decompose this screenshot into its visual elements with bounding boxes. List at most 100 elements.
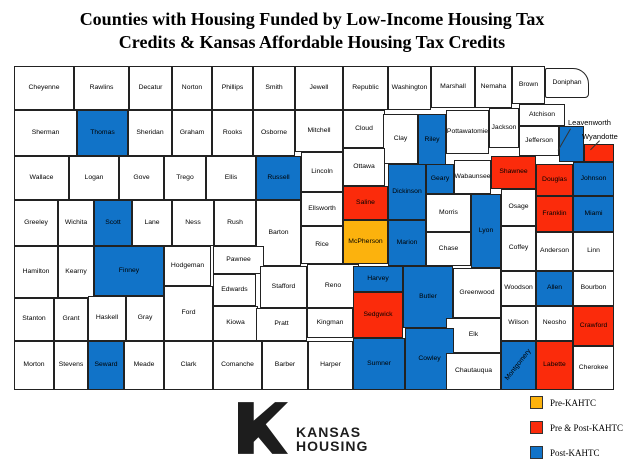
county-gove: Gove [119,156,164,200]
county-coffey: Coffey [501,226,536,271]
county-label: Crawford [579,321,608,329]
county-stafford: Stafford [260,266,307,308]
county-label: Pratt [274,320,289,328]
county-montgomery: Montgomery [501,341,536,390]
county-label: Barber [274,361,296,369]
county-lincoln: Lincoln [301,152,343,192]
county-label: Nemaha [480,82,507,90]
county-shawnee: Shawnee [491,156,536,189]
county-label: Scott [105,218,121,226]
county-label: Brown [518,80,539,88]
county-label: Chase [438,244,459,252]
county-washington: Washington [388,66,431,110]
county-label: Lyon [478,226,494,234]
county-cherokee: Cherokee [573,346,614,390]
county-label: Lane [144,218,160,226]
county-woodson: Woodson [501,271,536,306]
county-saline: Saline [343,186,388,220]
county-label: Elk [468,331,479,339]
kansas-housing-logo: KANSAS HOUSING [238,402,368,454]
county-label: Clay [393,134,408,142]
county-decatur: Decatur [129,66,172,110]
kansas-housing-wordmark: KANSAS HOUSING [296,425,369,454]
county-ellsworth: Ellsworth [301,192,343,226]
county-osborne: Osborne [253,110,295,156]
county-seward: Seward [88,341,124,390]
county-cowley: Cowley [405,328,454,390]
county-label: Washington [391,83,428,91]
county-label: Cherokee [578,363,609,371]
county-meade: Meade [124,341,164,390]
county-allen: Allen [536,271,573,306]
county-label: Thomas [90,128,115,136]
county-jewell: Jewell [295,66,343,110]
county-label: Johnson [580,174,607,182]
logo-line-2: HOUSING [296,437,369,454]
county-sumner: Sumner [353,338,405,390]
county-barber: Barber [262,341,308,390]
county-label: Finney [118,266,140,274]
county-mcpherson: McPherson [343,220,388,264]
county-label: Neosho [542,319,567,327]
county-label: Wichita [64,218,88,226]
county-riley: Riley [418,114,446,166]
county-rice: Rice [301,226,343,264]
county-label: Dickinson [392,187,422,195]
county-ellis: Ellis [206,156,256,200]
county-label: Norton [181,83,203,91]
county-label: Linn [587,247,600,255]
county-haskell: Haskell [88,296,126,341]
county-label: Comanche [221,361,254,369]
county-label: Hodgeman [170,261,205,269]
county-label: Jackson [491,123,517,131]
county-label: Kiowa [226,319,245,327]
legend-item-post-kahtc: Post-KAHTC [530,446,624,465]
county-kearny: Kearny [58,246,94,298]
county-label: Morton [23,361,45,369]
county-label: Ottawa [353,162,375,170]
county-dickinson: Dickinson [388,164,426,220]
county-anderson: Anderson [536,232,573,271]
county-lyon: Lyon [471,194,501,268]
county-rush: Rush [214,200,256,246]
county-linn: Linn [573,232,614,271]
post-kahtc-label: Post-KAHTC [550,448,600,458]
county-jackson: Jackson [489,108,519,148]
county-label: Stanton [22,315,46,323]
wyandotte-callout-label: Wyandotte [582,132,618,141]
county-reno: Reno [307,264,359,308]
county-label: Rooks [222,128,243,136]
kansas-county-map: Cheyenne Rawlins Decatur Norton Phillips Smit… [14,64,620,396]
county-label: Graham [179,128,205,136]
county-label: Barton [268,228,289,236]
county-label: Miami [584,209,603,217]
county-label: Atchison [528,110,556,118]
county-republic: Republic [343,66,388,110]
county-wallace: Wallace [14,156,69,200]
county-harper: Harper [308,341,353,390]
county-label: Rawlins [89,83,114,91]
county-cheyenne: Cheyenne [14,66,74,110]
county-label: Greeley [24,218,48,226]
county-elk: Elk [446,318,501,353]
county-label: Wallace [29,173,54,181]
county-label: McPherson [348,237,383,245]
county-label: Edwards [221,285,248,293]
county-douglas: Douglas [536,164,573,196]
county-smith: Smith [253,66,295,110]
county-rooks: Rooks [212,110,253,156]
county-label: Morris [439,208,458,216]
county-kiowa: Kiowa [213,306,258,341]
county-sherman: Sherman [14,110,77,156]
county-brown: Brown [512,66,545,104]
county-trego: Trego [164,156,206,200]
county-label: Grant [62,315,80,323]
post-kahtc-swatch [530,446,543,459]
county-label: Lincoln [311,167,333,175]
county-geary: Geary [426,164,454,194]
county-stevens: Stevens [54,341,88,390]
pre-post-kahtc-swatch [530,421,543,434]
county-label: Greenwood [459,288,495,296]
county-label: Reno [324,281,342,289]
